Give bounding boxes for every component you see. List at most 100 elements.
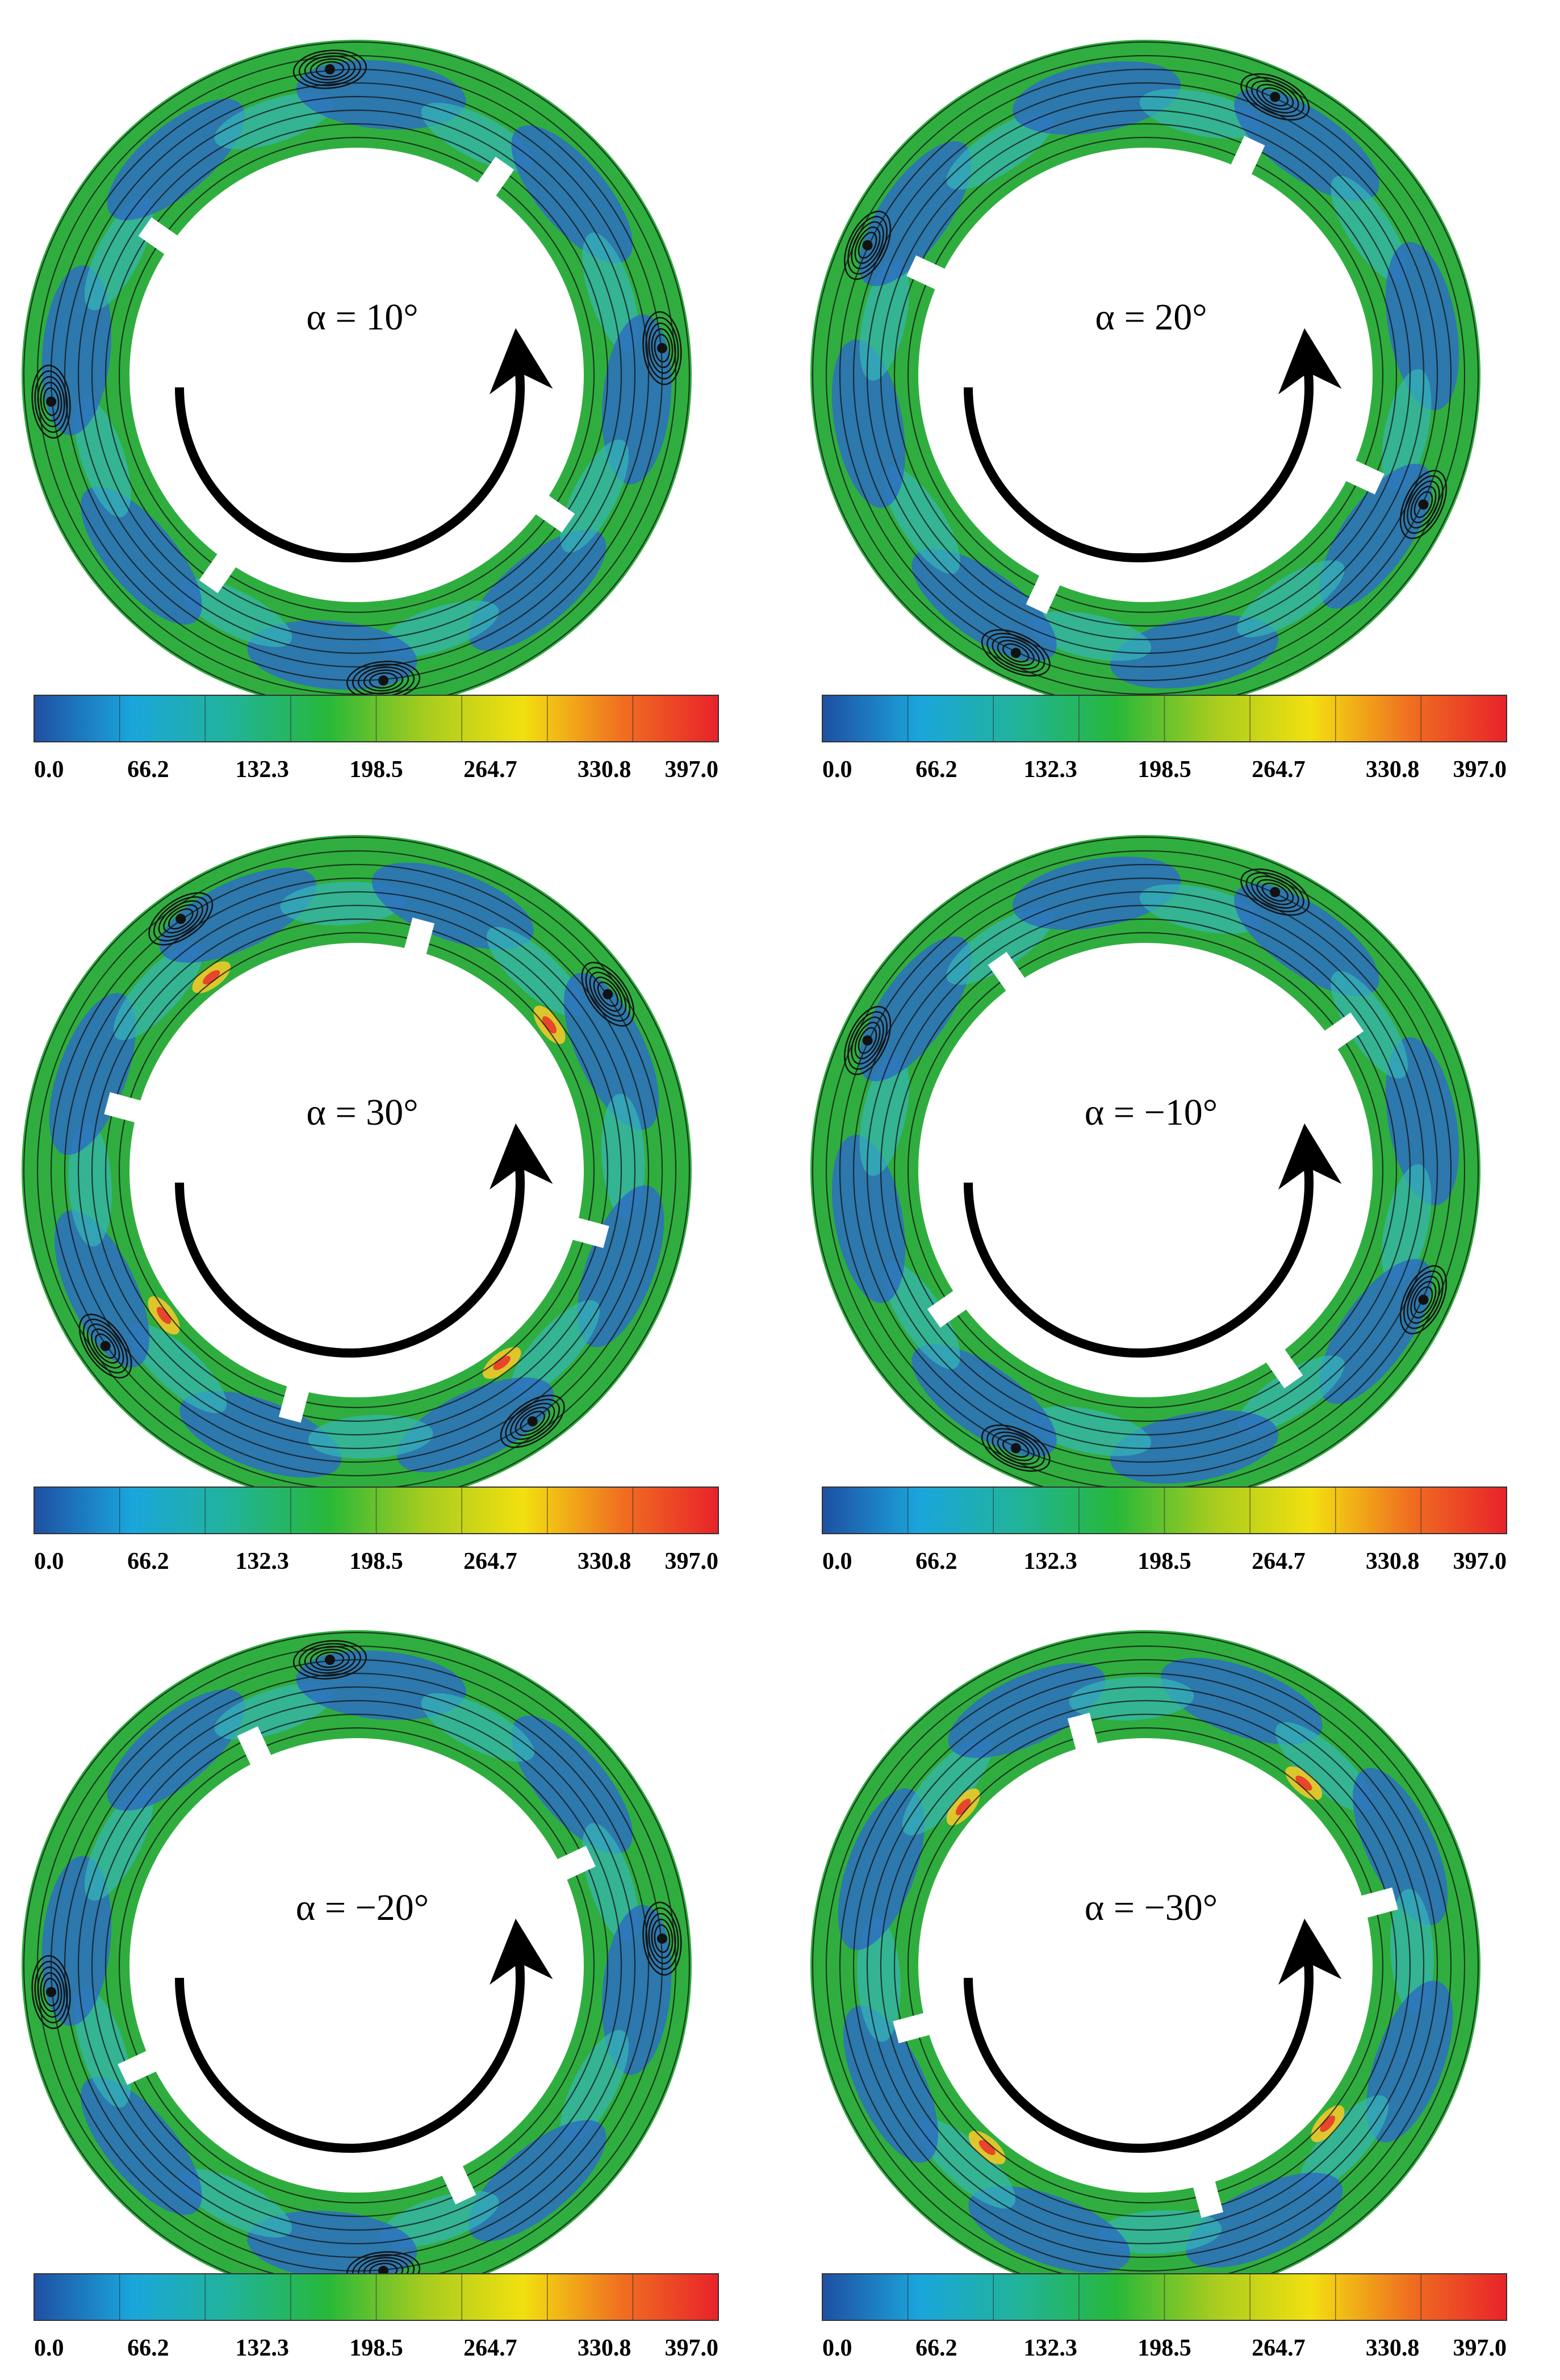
streamlines [812,41,1479,709]
colorbar-tick-label: 198.5 [349,1548,403,1575]
vortex-cell [981,629,1051,677]
colorbar-tick-label: 264.7 [463,757,517,783]
vortex-cell [78,1313,132,1379]
colorbar-tick-label: 132.3 [1023,2335,1077,2361]
inlet-gap [906,255,950,292]
inlet-gap [553,1845,596,1882]
colorbar-tick-label: 198.5 [1137,2335,1191,2361]
colorbar-tick-label: 264.7 [1252,1548,1306,1575]
colorbar-tick-label: 397.0 [1453,2335,1507,2361]
inlet-gap [138,217,182,257]
colorbar-tick-label: 330.8 [578,757,631,783]
inlet-gap [237,1726,274,1769]
colorbar-tick-label: 264.7 [463,1548,517,1575]
colorbar-tick-label: 330.8 [1366,2335,1420,2361]
rotation-direction-arrow [175,1123,553,1358]
colorbar-tick-label: 330.8 [1366,1548,1420,1575]
colorbar-tick-label: 397.0 [665,2335,719,2361]
vortex-cell [844,1005,892,1075]
vortex-cell [981,1424,1051,1472]
rotation-direction-arrow [964,1123,1342,1358]
colorbar-tick-label: 397.0 [665,1548,719,1575]
colorbar-tick-label: 132.3 [1023,1548,1077,1575]
vortex-cell [642,311,682,386]
angle-label: α = −30° [1085,1887,1218,1928]
inlet-gap [893,2011,935,2044]
annulus-velocity-field [810,1630,1480,2300]
colorbar-tick-label: 330.8 [578,1548,631,1575]
colorbar: 0.0 66.2 132.3 198.5 264.7 330.8 397.0 [34,1487,719,1575]
inlet-gap [278,1381,311,1423]
velocity-patches [831,61,1459,689]
colorbar-tick-label: 397.0 [1453,757,1507,783]
colorbar-tick-label: 198.5 [1137,1548,1191,1575]
vortex-cell [148,892,214,946]
colorbar-tick-label: 132.3 [1023,757,1077,783]
inlet-gap [1263,1345,1303,1389]
panel-5: α = −20° 0.0 66.2 132.3 198.5 264.7 330.8 397.0 [22,1630,719,2361]
colorbar-tick-label: 66.2 [127,1548,169,1575]
colorbar-tick-label: 0.0 [822,1548,852,1575]
colorbar-tick-label: 198.5 [349,757,403,783]
vortex-cell [31,1955,71,2030]
colorbar-tick-label: 66.2 [127,2335,169,2361]
colorbar: 0.0 66.2 132.3 198.5 264.7 330.8 397.0 [822,1487,1507,1575]
inlet-gap [104,1092,146,1124]
vortex-cell [1240,73,1310,121]
panel-1: α = 10° 0.0 66.2 132.3 198.5 264.7 330.8 397.0 [22,40,719,783]
inlet-gap [1228,136,1265,179]
streamlines [23,836,691,1504]
colorbar: 0.0 66.2 132.3 198.5 264.7 330.8 397.0 [822,695,1507,783]
vortex-cell [642,1901,682,1976]
panel-3: α = 30° 0.0 66.2 132.3 198.5 264.7 330.8 397.0 [22,835,719,1575]
inlet-gap [988,951,1028,996]
colorbar-tick-label: 0.0 [34,1548,64,1575]
annulus-velocity-field [810,835,1480,1505]
colorbar-tick-label: 132.3 [235,757,289,783]
angle-label: α = 30° [306,1092,418,1133]
inlet-gap [927,1288,971,1328]
inlet-gap [403,917,435,959]
colorbar-tick-label: 66.2 [915,2335,957,2361]
inlet-gap [1191,2176,1224,2218]
inlet-gap [531,492,575,533]
panel-6: α = −30° 0.0 66.2 132.3 198.5 264.7 330.8 397.0 [810,1630,1507,2361]
annulus-velocity-field [22,1630,692,2300]
vortex-cell [346,661,421,700]
streamlines [23,41,691,709]
vortex-cell [1399,470,1447,540]
inlet-gap [474,156,515,201]
rotation-direction-arrow [175,1918,553,2153]
inlet-gap [118,2048,161,2085]
vortex-cell [1240,869,1310,916]
panel-4: α = −10° 0.0 66.2 132.3 198.5 264.7 330.8 397.0 [810,835,1507,1575]
colorbar-tick-label: 330.8 [1366,757,1420,783]
rotation-direction-arrow [964,1918,1342,2153]
inlet-gap [1356,1887,1398,1919]
colorbar-tick-label: 0.0 [34,2335,64,2361]
vortex-cell [844,210,892,280]
colorbar-tick-label: 0.0 [822,2335,852,2361]
angle-label: α = −20° [296,1887,429,1928]
colorbar-tick-label: 198.5 [349,2335,403,2361]
angle-label: α = −10° [1085,1092,1218,1133]
annulus-velocity-field [22,835,692,1505]
colorbar-tick-label: 330.8 [578,2335,631,2361]
inlet-gap [1341,458,1385,495]
streamlines [23,1631,691,2299]
vortex-cell [292,49,367,89]
angle-label: α = 20° [1095,297,1207,338]
colorbar: 0.0 66.2 132.3 198.5 264.7 330.8 397.0 [34,2273,719,2361]
vortex-cell [31,364,71,439]
colorbar-tick-label: 132.3 [235,2335,289,2361]
inlet-gap [1320,1012,1364,1053]
colorbar-tick-label: 132.3 [235,1548,289,1575]
colorbar-tick-label: 397.0 [1453,1548,1507,1575]
colorbar-tick-label: 397.0 [665,757,719,783]
colorbar-tick-label: 0.0 [34,757,64,783]
colorbar-tick-label: 264.7 [1252,757,1306,783]
inlet-gap [1067,1713,1099,1755]
inlet-gap [440,2161,476,2204]
rotation-direction-arrow [964,328,1342,562]
